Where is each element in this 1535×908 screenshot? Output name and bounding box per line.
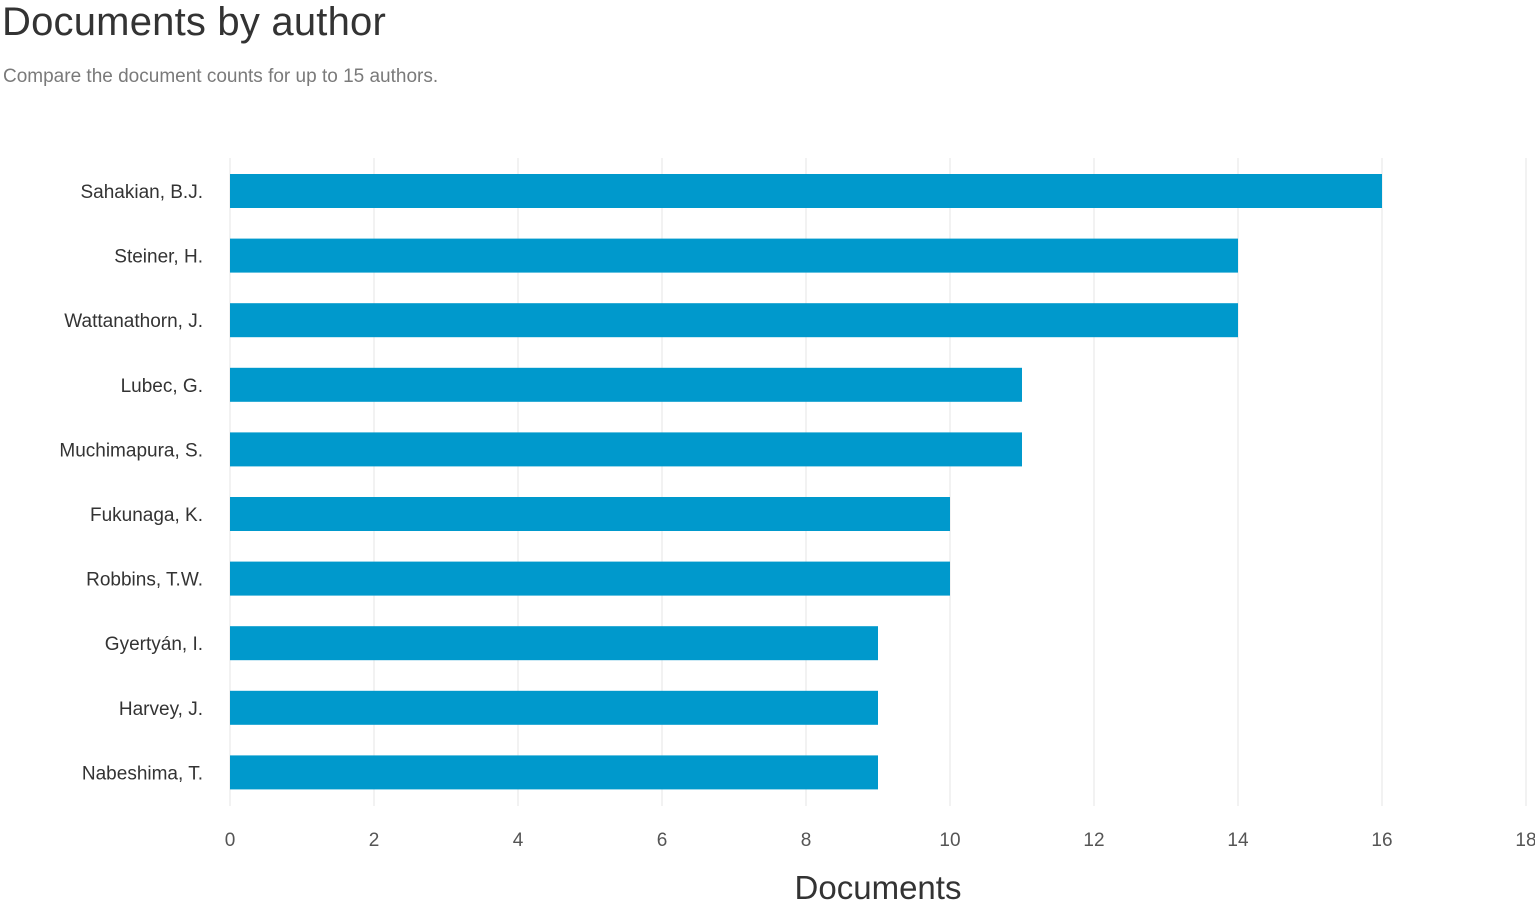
bar[interactable] — [230, 367, 1022, 402]
x-tick-label: 0 — [225, 830, 236, 851]
x-tick-label: 18 — [1515, 830, 1535, 851]
bar[interactable] — [230, 626, 878, 661]
category-label: Steiner, H. — [114, 247, 203, 268]
x-tick-label: 2 — [369, 830, 380, 851]
bar[interactable] — [230, 561, 950, 596]
x-tick-label: 4 — [513, 830, 524, 851]
page-title: Documents by author — [2, 0, 386, 44]
bars — [230, 174, 1382, 790]
category-label: Nabeshima, T. — [82, 763, 203, 784]
x-tick-label: 14 — [1227, 830, 1249, 851]
category-label: Muchimapura, S. — [59, 440, 203, 461]
page-subtitle: Compare the document counts for up to 15… — [3, 66, 439, 87]
category-label: Sahakian, B.J. — [80, 182, 203, 203]
x-tick-label: 6 — [657, 830, 668, 851]
category-labels: Sahakian, B.J. Steiner, H. Wattanathorn, J… — [59, 182, 203, 784]
x-tick-label: 10 — [939, 830, 960, 851]
category-label: Wattanathorn, J. — [64, 311, 203, 332]
bar[interactable] — [230, 238, 1238, 273]
category-label: Harvey, J. — [119, 699, 203, 720]
x-tick-label: 8 — [801, 830, 812, 851]
category-label: Gyertyán, I. — [105, 634, 203, 655]
x-tick-labels: 0 2 4 6 8 10 12 14 16 18 — [225, 830, 1535, 851]
bar[interactable] — [230, 497, 950, 531]
bar[interactable] — [230, 755, 878, 790]
x-tick-label: 12 — [1083, 830, 1104, 851]
bar[interactable] — [230, 690, 878, 725]
category-label: Lubec, G. — [121, 376, 203, 397]
bar[interactable] — [230, 174, 1382, 208]
category-label: Fukunaga, K. — [90, 505, 203, 526]
category-label: Robbins, T.W. — [86, 570, 203, 591]
bar[interactable] — [230, 303, 1238, 338]
x-axis-title: Documents — [795, 869, 962, 906]
x-tick-label: 16 — [1371, 830, 1392, 851]
bar[interactable] — [230, 432, 1022, 467]
